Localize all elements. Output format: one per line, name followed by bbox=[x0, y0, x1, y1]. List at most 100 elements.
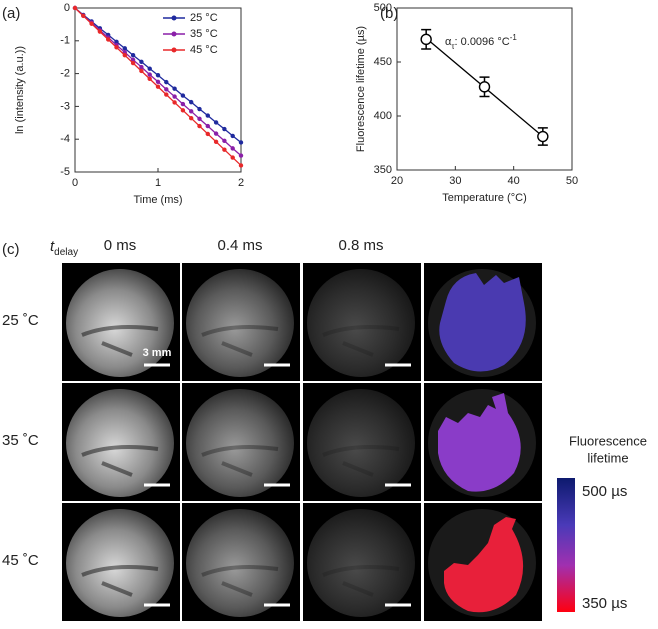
image-cell bbox=[62, 383, 180, 501]
y-tick-label: -2 bbox=[60, 68, 70, 80]
column-header: 0.4 ms bbox=[217, 237, 262, 254]
annotation-part: α bbox=[445, 36, 452, 48]
colorbar-max: 500 µs bbox=[582, 483, 627, 500]
legend-label: 25 °C bbox=[190, 12, 218, 24]
data-point bbox=[139, 64, 144, 70]
data-point bbox=[189, 109, 194, 114]
data-point bbox=[197, 106, 202, 112]
data-point bbox=[222, 126, 227, 132]
y-tick-label: 450 bbox=[374, 56, 392, 68]
legend-marker bbox=[171, 31, 177, 37]
data-point bbox=[155, 84, 161, 89]
colorbar bbox=[557, 478, 575, 612]
sample-texture bbox=[81, 325, 159, 357]
annotation-part: τ bbox=[451, 42, 455, 51]
data-point bbox=[114, 45, 119, 50]
sample-image bbox=[66, 509, 174, 617]
data-point bbox=[130, 57, 136, 63]
legend-label: 35 °C bbox=[190, 28, 218, 40]
scale-bar-label: 3 mm bbox=[143, 347, 172, 359]
x-tick-label: 30 bbox=[449, 175, 461, 187]
sample-image bbox=[307, 509, 415, 617]
column-header: 0.8 ms bbox=[338, 237, 383, 254]
sample-image bbox=[66, 389, 174, 497]
data-point bbox=[230, 133, 235, 139]
data-point bbox=[114, 39, 119, 44]
image-cell bbox=[182, 503, 300, 621]
sample-texture bbox=[81, 565, 159, 597]
row-label: 25 ˚C bbox=[2, 312, 39, 329]
data-point bbox=[97, 29, 103, 34]
legend-marker bbox=[171, 15, 177, 21]
y-tick-label: -3 bbox=[60, 100, 70, 112]
sample-image bbox=[186, 509, 294, 617]
data-point bbox=[213, 131, 219, 136]
data-point bbox=[147, 76, 152, 82]
lifetime-map bbox=[444, 517, 524, 613]
data-point bbox=[197, 116, 202, 122]
data-point bbox=[213, 139, 219, 145]
data-point bbox=[139, 59, 144, 64]
data-point bbox=[205, 131, 210, 137]
data-point bbox=[205, 123, 210, 129]
data-point bbox=[147, 66, 152, 71]
x-tick-label: 2 bbox=[238, 177, 244, 189]
image-cell bbox=[182, 263, 300, 381]
x-tick-label: 20 bbox=[391, 175, 403, 187]
data-point bbox=[81, 13, 86, 19]
sample-texture bbox=[201, 445, 279, 477]
image-cell bbox=[62, 263, 180, 381]
data-point bbox=[238, 153, 244, 158]
sample-texture bbox=[322, 565, 400, 597]
sample-texture bbox=[81, 445, 159, 477]
panel-label: (a) bbox=[2, 5, 20, 22]
panel-label: (c) bbox=[2, 241, 20, 258]
sample-image bbox=[186, 389, 294, 497]
y-tick-label: 500 bbox=[374, 2, 392, 14]
data-point bbox=[122, 46, 128, 51]
data-point bbox=[122, 53, 128, 58]
y-axis-label: Fluorescence lifetime (µs) bbox=[355, 26, 367, 152]
sample-texture bbox=[322, 445, 400, 477]
image-cell bbox=[303, 503, 421, 621]
data-point bbox=[172, 100, 177, 105]
colorbar-title: Fluorescence bbox=[569, 433, 647, 448]
y-tick-label: 400 bbox=[374, 110, 392, 122]
data-point bbox=[164, 79, 169, 85]
data-point bbox=[238, 140, 244, 145]
data-point bbox=[222, 138, 227, 144]
panel-label: (b) bbox=[380, 5, 398, 22]
lifetime-map bbox=[438, 393, 521, 492]
data-point bbox=[164, 92, 169, 97]
sample-image bbox=[186, 269, 294, 377]
data-point bbox=[164, 87, 169, 92]
data-point bbox=[478, 81, 491, 93]
y-tick-label: 0 bbox=[64, 2, 70, 14]
data-point bbox=[89, 21, 94, 26]
data-point bbox=[189, 99, 194, 105]
row-label: 45 ˚C bbox=[2, 552, 39, 569]
sample-image bbox=[307, 389, 415, 497]
x-axis-label: Temperature (°C) bbox=[442, 192, 526, 204]
data-point bbox=[155, 73, 161, 78]
data-point bbox=[180, 93, 186, 98]
y-tick-label: -4 bbox=[60, 133, 70, 145]
image-cell bbox=[424, 383, 542, 501]
image-cell bbox=[62, 503, 180, 621]
image-cell bbox=[182, 383, 300, 501]
x-tick-label: 50 bbox=[566, 175, 578, 187]
data-point bbox=[205, 113, 210, 118]
data-point bbox=[147, 72, 152, 77]
sample-image bbox=[66, 269, 174, 377]
image-cell bbox=[424, 263, 542, 381]
sample-image bbox=[307, 269, 415, 377]
data-point bbox=[537, 130, 549, 143]
x-tick-label: 1 bbox=[155, 177, 161, 189]
y-tick-label: 350 bbox=[374, 164, 392, 176]
delay-label: tdelay bbox=[50, 238, 78, 258]
plot-frame bbox=[396, 7, 573, 171]
lifetime-map bbox=[439, 273, 526, 372]
annotation-part: : 0.0096 °C bbox=[455, 36, 510, 48]
data-point bbox=[197, 123, 202, 129]
data-point bbox=[130, 60, 136, 66]
